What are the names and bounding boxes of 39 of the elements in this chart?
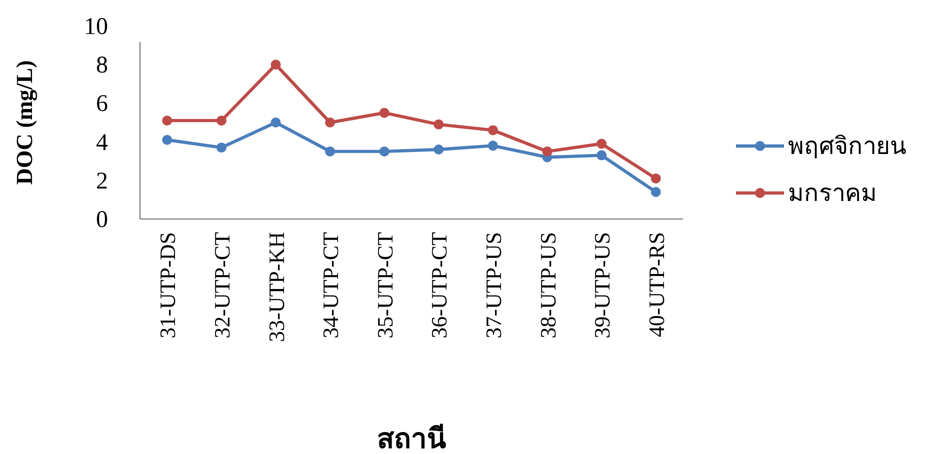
y-axis-title: DOC (mg/L) xyxy=(12,60,38,185)
point xyxy=(325,146,336,156)
point xyxy=(325,118,336,128)
point xyxy=(596,150,607,160)
y-tick-label: 8 xyxy=(96,52,108,79)
point xyxy=(542,146,552,156)
x-axis-title: สถานี xyxy=(377,423,446,454)
x-tick-label: 37-UTP-US xyxy=(480,232,506,338)
point xyxy=(162,116,172,126)
x-tick-label: 40-UTP-RS xyxy=(644,232,669,338)
point xyxy=(379,146,390,156)
x-tick-label: 39-UTP-US xyxy=(590,232,615,338)
y-tick-label: 0 xyxy=(96,207,108,233)
x-tick-label: 34-UTP-CT xyxy=(318,231,344,338)
x-tick-label: 36-UTP-CT xyxy=(426,231,452,338)
y-tick-label: 10 xyxy=(84,14,108,40)
point xyxy=(270,118,281,128)
y-tick-label: 2 xyxy=(96,168,108,194)
x-tick-label: 31-UTP-DS xyxy=(155,232,180,338)
point xyxy=(650,186,661,197)
point xyxy=(488,140,498,151)
y-tick-label: 6 xyxy=(96,91,108,118)
legend-label: มกราคม xyxy=(788,181,877,207)
legend-label: พฤศจิกายน xyxy=(788,134,906,160)
x-tick-label: 33-UTP-KH xyxy=(264,232,289,342)
point xyxy=(270,60,281,70)
y-tick-label: 4 xyxy=(96,130,108,156)
point xyxy=(216,116,226,126)
point xyxy=(650,173,661,184)
point xyxy=(434,144,444,155)
point xyxy=(596,138,607,149)
point xyxy=(434,119,444,130)
point xyxy=(162,134,172,145)
point xyxy=(379,108,390,118)
point xyxy=(488,125,498,136)
x-tick-label: 32-UTP-CT xyxy=(209,231,234,338)
x-tick-label: 35-UTP-CT xyxy=(372,231,398,338)
point xyxy=(216,142,226,153)
x-tick-label: 38-UTP-US xyxy=(535,232,560,338)
